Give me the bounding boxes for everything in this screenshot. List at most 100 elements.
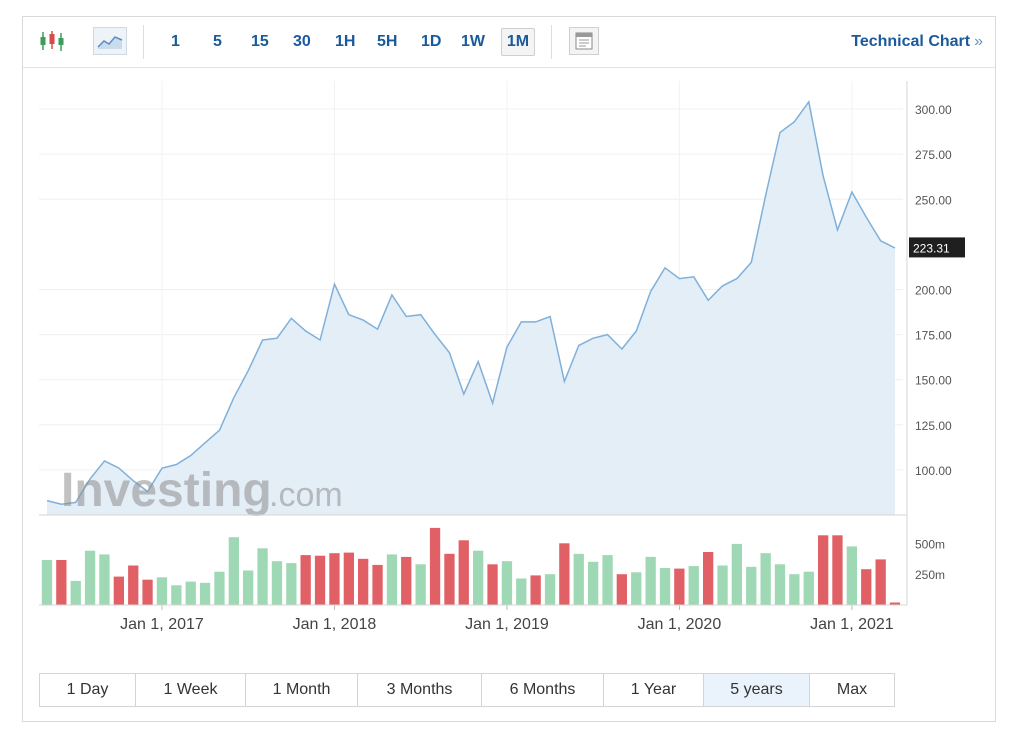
volume-bar bbox=[358, 558, 369, 606]
timeframe-1-week[interactable]: 1 Week bbox=[136, 674, 246, 706]
interval-30[interactable]: 30 bbox=[293, 33, 311, 50]
current-price-badge bbox=[909, 237, 965, 258]
volume-bar bbox=[142, 579, 153, 605]
y-tick-label: 125.00 bbox=[915, 419, 952, 433]
y-tick-label: 275.00 bbox=[915, 148, 952, 162]
volume-bar bbox=[185, 581, 196, 605]
volume-bar bbox=[875, 559, 886, 605]
interval-1h[interactable]: 1H bbox=[335, 33, 356, 50]
volume-bar bbox=[846, 546, 857, 605]
volume-bar bbox=[487, 564, 498, 605]
timeframe-max[interactable]: Max bbox=[810, 674, 894, 706]
investing-watermark: Investing .com bbox=[61, 464, 343, 517]
technical-chart-label: Technical Chart bbox=[851, 33, 971, 50]
volume-bar bbox=[70, 580, 81, 605]
price-area-fill bbox=[47, 101, 895, 516]
price-line bbox=[46, 99, 896, 505]
volume-bar bbox=[703, 552, 714, 605]
chart-toolbar: 1 5 15 30 1H 5H 1D 1W 1M Technical Chart… bbox=[23, 17, 995, 68]
timeframe-6-months[interactable]: 6 Months bbox=[482, 674, 604, 706]
volume-bar bbox=[501, 561, 513, 605]
volume-bar bbox=[746, 566, 757, 605]
volume-bar bbox=[458, 540, 469, 606]
x-tick-label: Jan 1, 2019 bbox=[465, 616, 549, 633]
volume-bar bbox=[789, 574, 800, 605]
volume-bar bbox=[731, 543, 742, 605]
x-tick-label: Jan 1, 2018 bbox=[293, 616, 377, 633]
interval-1w[interactable]: 1W bbox=[461, 33, 485, 50]
volume-bar bbox=[530, 575, 541, 605]
area-chart-icon[interactable] bbox=[93, 27, 127, 55]
volume-bar bbox=[214, 571, 225, 605]
volume-tick-label: 500m bbox=[915, 537, 945, 551]
price-chart[interactable]: Investing .com 300.00 275.00 250.00 223.31 2… bbox=[23, 69, 995, 659]
volume-bar bbox=[257, 548, 268, 605]
volume-bar bbox=[544, 574, 556, 605]
x-tick-label: Jan 1, 2017 bbox=[120, 616, 204, 633]
volume-bar bbox=[444, 553, 455, 605]
current-price-label: 223.31 bbox=[913, 241, 950, 255]
y-tick-label: 200.00 bbox=[915, 283, 952, 297]
volume-bar bbox=[156, 577, 168, 606]
timeframe-1-year[interactable]: 1 Year bbox=[604, 674, 704, 706]
volume-bar bbox=[832, 535, 843, 605]
chart-widget: 1 5 15 30 1H 5H 1D 1W 1M Technical Chart… bbox=[22, 16, 996, 722]
volume-bar bbox=[271, 561, 283, 605]
y-tick-label: 175.00 bbox=[915, 329, 952, 343]
volume-bar bbox=[516, 578, 527, 605]
y-tick-label: 250.00 bbox=[915, 193, 952, 207]
volume-bar bbox=[415, 564, 426, 605]
volume-bar bbox=[286, 563, 297, 605]
volume-bar bbox=[473, 550, 484, 605]
timeframe-5-years[interactable]: 5 years bbox=[704, 674, 810, 706]
volume-bar bbox=[228, 537, 239, 605]
interval-5h[interactable]: 5H bbox=[377, 33, 398, 50]
interval-15[interactable]: 15 bbox=[251, 33, 269, 50]
y-tick-label: 300.00 bbox=[915, 103, 952, 117]
volume-bar bbox=[41, 560, 53, 605]
volume-bar bbox=[717, 565, 728, 605]
volume-bar bbox=[401, 556, 412, 605]
volume-bar bbox=[314, 555, 326, 605]
interval-5[interactable]: 5 bbox=[213, 33, 222, 50]
timeframe-1-month[interactable]: 1 Month bbox=[246, 674, 358, 706]
price-axis: 300.00 275.00 250.00 223.31 200.00 175.00 150.… bbox=[39, 81, 965, 605]
y-tick-label: 150.00 bbox=[915, 374, 952, 388]
volume-bar bbox=[329, 553, 340, 605]
table-settings-icon[interactable] bbox=[569, 27, 599, 55]
timeframe-3-months[interactable]: 3 Months bbox=[358, 674, 482, 706]
volume-bar bbox=[559, 543, 570, 605]
toolbar-separator bbox=[551, 25, 552, 59]
interval-1m[interactable]: 1M bbox=[501, 28, 535, 56]
volume-bars bbox=[41, 527, 901, 606]
x-tick-label: Jan 1, 2021 bbox=[810, 616, 894, 633]
watermark-suffix: .com bbox=[269, 476, 343, 514]
timeframe-selector: 1 Day 1 Week 1 Month 3 Months 6 Months 1… bbox=[39, 673, 895, 707]
volume-bar bbox=[84, 550, 96, 605]
volume-bar bbox=[602, 555, 613, 606]
double-chevron-right-icon: » bbox=[974, 33, 983, 50]
candlestick-icon[interactable] bbox=[37, 27, 67, 55]
volume-bar bbox=[631, 572, 642, 605]
technical-chart-link[interactable]: Technical Chart» bbox=[851, 33, 983, 51]
volume-bar bbox=[243, 570, 254, 605]
volume-bar bbox=[659, 568, 671, 605]
x-tick-label: Jan 1, 2020 bbox=[638, 616, 722, 633]
toolbar-separator bbox=[143, 25, 144, 59]
volume-bar bbox=[372, 564, 383, 605]
interval-1d[interactable]: 1D bbox=[421, 33, 442, 50]
interval-1[interactable]: 1 bbox=[171, 33, 180, 50]
volume-bar bbox=[645, 556, 656, 605]
y-tick-label: 100.00 bbox=[915, 464, 952, 478]
volume-bar bbox=[889, 602, 901, 605]
volume-bar bbox=[300, 555, 311, 606]
volume-bar bbox=[343, 552, 354, 605]
volume-bar bbox=[861, 569, 872, 605]
volume-bar bbox=[386, 554, 398, 605]
volume-bar bbox=[803, 571, 814, 605]
volume-bar bbox=[56, 560, 67, 605]
price-area bbox=[46, 99, 896, 516]
volume-bar bbox=[128, 565, 139, 605]
volume-bar bbox=[760, 553, 771, 605]
timeframe-1-day[interactable]: 1 Day bbox=[40, 674, 136, 706]
